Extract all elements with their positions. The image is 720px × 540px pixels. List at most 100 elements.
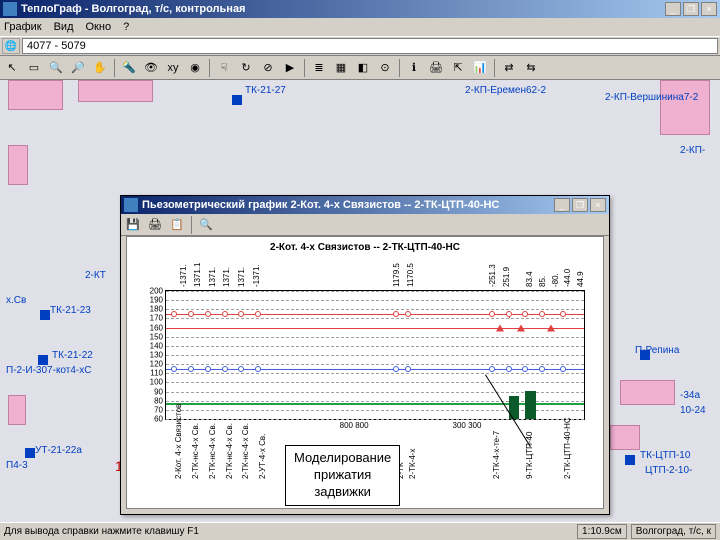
building-block [8, 395, 26, 425]
zoom-out-icon[interactable]: 🔎 [68, 58, 88, 78]
select-icon[interactable]: ▭ [24, 58, 44, 78]
hand-icon[interactable]: ☟ [214, 58, 234, 78]
link1-icon[interactable]: ⇄ [499, 58, 519, 78]
chart-zoom-icon[interactable]: 🔍 [196, 215, 216, 235]
maximize-button[interactable]: ❐ [683, 2, 699, 16]
chart-print-icon[interactable]: 🖨 [145, 215, 165, 235]
menu-window[interactable]: Окно [86, 21, 112, 33]
chart-window-icon [124, 198, 138, 212]
link2-icon[interactable]: ⇆ [521, 58, 541, 78]
callout-line2: прижатия [294, 467, 391, 484]
map-label: УТ-21-22а [35, 445, 82, 456]
y-axis-label: 60 [154, 415, 166, 424]
network-node[interactable] [38, 355, 48, 365]
menu-view[interactable]: Вид [54, 21, 74, 33]
pointer-icon[interactable]: ↖ [2, 58, 22, 78]
chart-subtitle: 2-Кот. 4-х Связистов -- 2-ТК-ЦТП-40-НС [130, 240, 600, 255]
bottom-category-label: 2-ТК-ЦТП-40-НС [563, 417, 572, 479]
eye-icon[interactable]: ◉ [185, 58, 205, 78]
callout-line1: Моделирование [294, 450, 391, 467]
gridline [166, 355, 584, 356]
export-icon[interactable]: ⇱ [448, 58, 468, 78]
menubar: График Вид Окно ? [0, 18, 720, 36]
bottom-category-label: 2-УТ-4-х Св. [258, 434, 267, 479]
minimize-button[interactable]: _ [665, 2, 681, 16]
callout-box: Моделирование прижатия задвижки [285, 445, 400, 506]
chart-copy-icon[interactable]: 📋 [167, 215, 187, 235]
close-button[interactable]: × [701, 2, 717, 16]
marker [560, 311, 566, 317]
plot-area: 6070809010011012013014015016017018019020… [165, 290, 585, 420]
series-blue [166, 369, 584, 370]
map-label: 2-КТ [85, 270, 106, 281]
addr-globe-icon[interactable]: 🌐 [2, 38, 20, 54]
status-scale: 1:10.9см [577, 524, 627, 539]
search-icon[interactable]: 🔦 [119, 58, 139, 78]
gridline [166, 364, 584, 365]
menu-help[interactable]: ? [123, 21, 129, 33]
chart-maximize-button[interactable]: ❐ [572, 198, 588, 212]
chart-close-button[interactable]: × [590, 198, 606, 212]
triangle-marker [496, 324, 504, 331]
color-icon[interactable]: ◧ [353, 58, 373, 78]
stop-icon[interactable]: ⊘ [258, 58, 278, 78]
spot-icon[interactable]: ⊙ [375, 58, 395, 78]
top-value-label: 1371. [237, 267, 246, 287]
bottom-category-label: 2-ТК-нс-4-х Св. [241, 423, 250, 479]
y-axis-label: 140 [150, 341, 166, 350]
layers-icon[interactable]: ≣ [309, 58, 329, 78]
marker [405, 366, 411, 372]
chart-titlebar[interactable]: Пьезометрический график 2-Кот. 4-х Связи… [121, 196, 609, 214]
xy-icon[interactable]: xy [163, 58, 183, 78]
marker [171, 366, 177, 372]
triangle-marker [547, 324, 555, 331]
marker [506, 311, 512, 317]
marker [489, 311, 495, 317]
top-value-label: -251.3 [488, 264, 497, 287]
chart-save-icon[interactable]: 💾 [123, 215, 143, 235]
marker [393, 311, 399, 317]
marker [188, 366, 194, 372]
top-value-label: -80. [551, 273, 560, 287]
network-node[interactable] [232, 95, 242, 105]
y-axis-label: 170 [150, 314, 166, 323]
map-label: ТК-21-23 [50, 305, 91, 316]
y-axis-label: 180 [150, 305, 166, 314]
marker [205, 366, 211, 372]
marker [393, 366, 399, 372]
series-green [166, 403, 584, 405]
y-axis-label: 70 [154, 405, 166, 414]
y-axis-label: 190 [150, 296, 166, 305]
main-titlebar: ТеплоГраф - Волгоград, т/с, контрольная … [0, 0, 720, 18]
zoom-icon[interactable]: 🔍 [46, 58, 66, 78]
chart-title: Пьезометрический график 2-Кот. 4-х Связи… [142, 199, 554, 211]
pan-icon[interactable]: ✋ [90, 58, 110, 78]
gridline [166, 309, 584, 310]
menu-graph[interactable]: График [4, 21, 42, 33]
building-block [78, 80, 153, 102]
rotate-icon[interactable]: ↻ [236, 58, 256, 78]
play-icon[interactable]: ▶ [280, 58, 300, 78]
address-bar: 🌐 [0, 36, 720, 56]
y-axis-label: 90 [154, 387, 166, 396]
network-node[interactable] [625, 455, 635, 465]
gridline [166, 337, 584, 338]
map-label: ТК-ЦТП-10 [640, 450, 690, 461]
main-title: ТеплоГраф - Волгоград, т/с, контрольная [21, 3, 665, 15]
marker [222, 366, 228, 372]
marker [405, 311, 411, 317]
chart-minimize-button[interactable]: _ [554, 198, 570, 212]
x-axis-label: 800 800 [340, 421, 369, 430]
grid-icon[interactable]: ▦ [331, 58, 351, 78]
find-icon[interactable]: 👁 [141, 58, 161, 78]
print-icon[interactable]: 🖨 [426, 58, 446, 78]
chart-toolbar: 💾 🖨 📋 🔍 [121, 214, 609, 236]
gridline [166, 410, 584, 411]
info-icon[interactable]: ℹ [404, 58, 424, 78]
marker [489, 366, 495, 372]
address-input[interactable] [22, 38, 718, 54]
map-label: 2-КП-Еремен62-2 [465, 85, 546, 96]
chart-icon[interactable]: 📊 [470, 58, 490, 78]
network-node[interactable] [40, 310, 50, 320]
network-node[interactable] [25, 448, 35, 458]
